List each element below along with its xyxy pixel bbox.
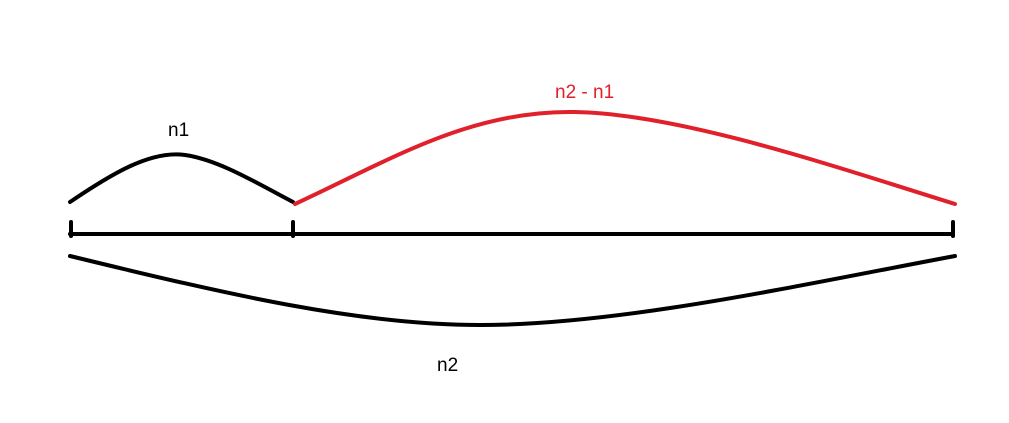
n2-arc <box>68 254 957 328</box>
label-difference: n2 - n1 <box>555 82 615 103</box>
label-n1: n1 <box>168 120 190 141</box>
label-n2: n2 <box>437 355 459 376</box>
n1-arc <box>68 152 295 204</box>
difference-arc <box>293 109 957 206</box>
